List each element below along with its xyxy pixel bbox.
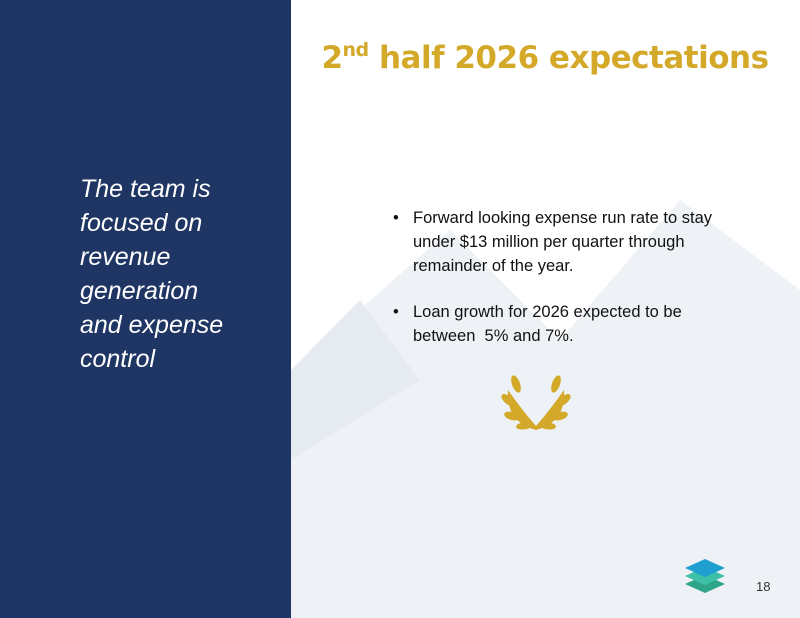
title-superscript: nd [342, 39, 370, 61]
bullet: Loan growth for 2026 expected to be betw… [393, 300, 723, 348]
page-number: 18 [756, 579, 771, 594]
laurel-icon [501, 375, 571, 430]
bullet: Forward looking expense run rate to stay… [393, 206, 723, 278]
logo [685, 559, 725, 593]
title-number: 2 [321, 40, 343, 76]
quote-text: The team is focused on revenue generatio… [80, 175, 224, 373]
bullet-list: Forward looking expense run rate to stay… [393, 206, 723, 370]
side-panel [0, 0, 291, 618]
slide-title: 2nd half 2026 expectations [300, 40, 790, 76]
title-rest: half 2026 expectations [368, 40, 769, 76]
